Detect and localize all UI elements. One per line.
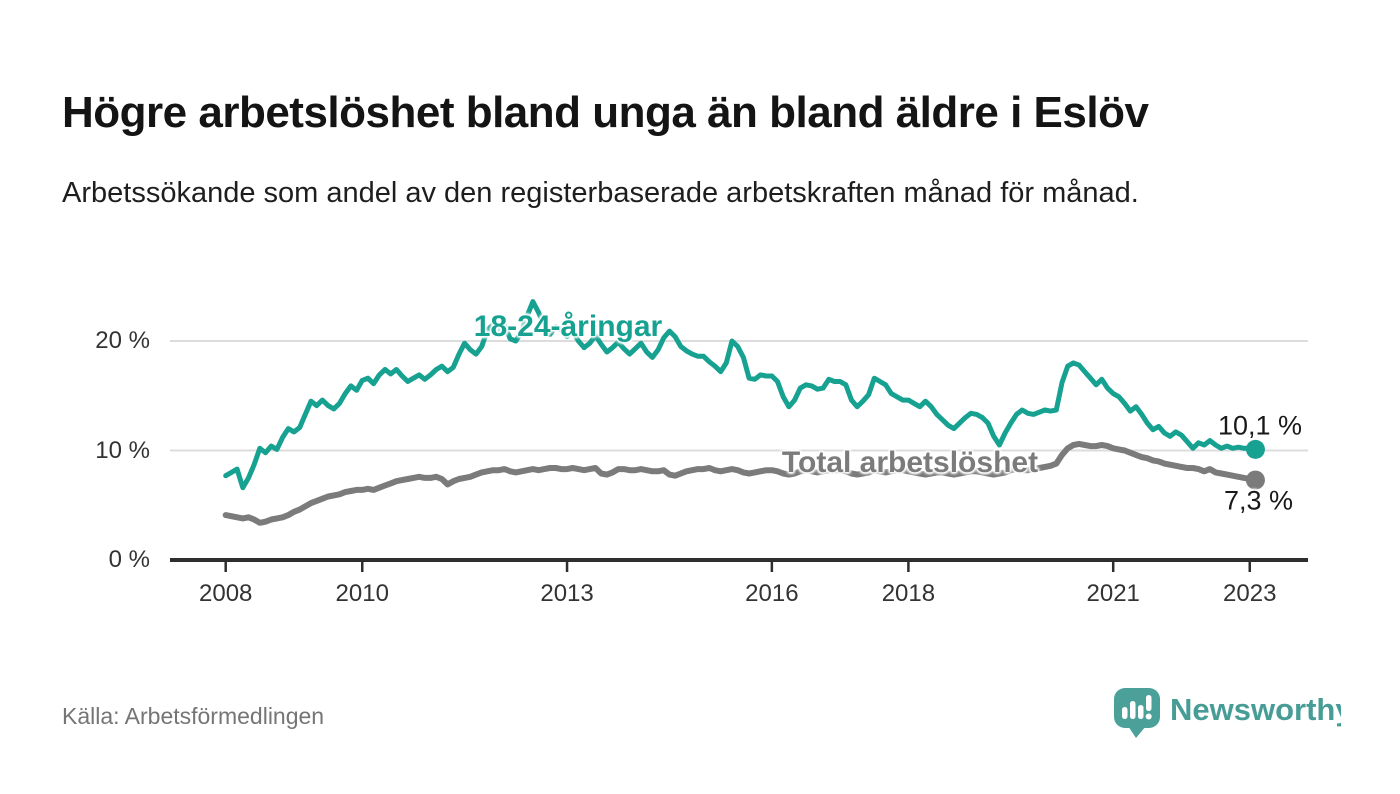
series-line-1	[222, 440, 1259, 526]
x-axis-tick-label: 2023	[1223, 580, 1277, 607]
x-axis-tick-label: 2021	[1086, 580, 1140, 607]
newsworthy-logo-icon	[1114, 688, 1160, 738]
y-axis-tick-label: 0 %	[108, 546, 150, 573]
source-note: Källa: Arbetsförmedlingen	[62, 703, 325, 729]
series-end-dot-1	[1245, 470, 1265, 490]
chart-subtitle: Arbetssökande som andel av den registerb…	[62, 177, 1139, 209]
y-axis-tick-label: 20 %	[95, 327, 150, 354]
x-axis-tick-label: 2013	[540, 580, 594, 607]
x-axis-tick-label: 2016	[745, 580, 799, 607]
value-label-youth: 10,1 %	[1218, 410, 1303, 441]
series-label-youth: 18-24-åringar	[473, 310, 663, 343]
series-line-0	[223, 299, 1258, 491]
newsworthy-logo: Newsworthy	[1114, 688, 1341, 738]
x-axis-tick-label: 2008	[198, 580, 253, 607]
x-axis-tick-label: 2010	[335, 580, 389, 607]
x-axis-tick-label: 2018	[881, 580, 936, 607]
series-end-dot-0	[1245, 439, 1265, 459]
value-label-total: 7,3 %	[1224, 485, 1294, 516]
page-title: Högre arbetslöshet bland unga än bland ä…	[62, 88, 1149, 138]
newsworthy-logo-text: Newsworthy	[1170, 692, 1341, 727]
series-label-total: Total arbetslöshet	[781, 446, 1039, 479]
y-axis-tick-label: 10 %	[95, 436, 150, 464]
